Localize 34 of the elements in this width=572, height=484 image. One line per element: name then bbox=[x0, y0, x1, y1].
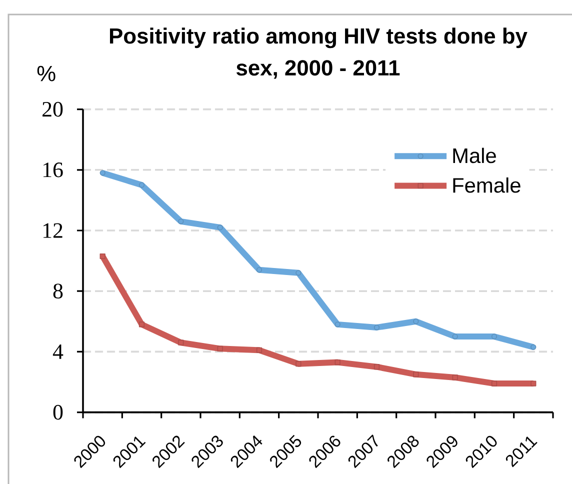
chart-title: Positivity ratio among HIV tests done by sex, 2000 - 2011 bbox=[110, 28, 528, 79]
point bbox=[296, 361, 302, 367]
y-tick-label: 20 bbox=[42, 102, 63, 117]
point bbox=[100, 253, 106, 260]
y-tick-label: 4 bbox=[52, 344, 64, 359]
y-tick-label: 8 bbox=[53, 284, 63, 298]
y-tick-label: 12 bbox=[43, 223, 62, 238]
point bbox=[100, 170, 106, 176]
point bbox=[178, 340, 184, 346]
y-axis-title: % bbox=[37, 66, 56, 82]
point bbox=[178, 218, 184, 224]
point bbox=[256, 267, 262, 273]
point bbox=[374, 324, 380, 330]
point bbox=[491, 380, 498, 386]
point bbox=[296, 270, 302, 276]
point bbox=[413, 318, 419, 324]
point bbox=[217, 346, 223, 352]
point bbox=[334, 322, 340, 328]
point bbox=[452, 334, 458, 340]
point bbox=[138, 182, 145, 188]
point bbox=[530, 380, 536, 386]
point bbox=[452, 374, 458, 380]
legend-label: Female bbox=[453, 177, 520, 193]
y-tick-label: 16 bbox=[43, 162, 63, 178]
y-tick-label: 0 bbox=[53, 404, 63, 420]
point bbox=[256, 347, 262, 353]
point bbox=[491, 334, 498, 340]
point bbox=[530, 344, 536, 350]
point bbox=[334, 360, 340, 366]
point bbox=[413, 372, 419, 378]
point bbox=[374, 364, 380, 370]
point bbox=[217, 224, 223, 230]
point bbox=[138, 322, 145, 328]
legend-label: Male bbox=[453, 148, 496, 164]
